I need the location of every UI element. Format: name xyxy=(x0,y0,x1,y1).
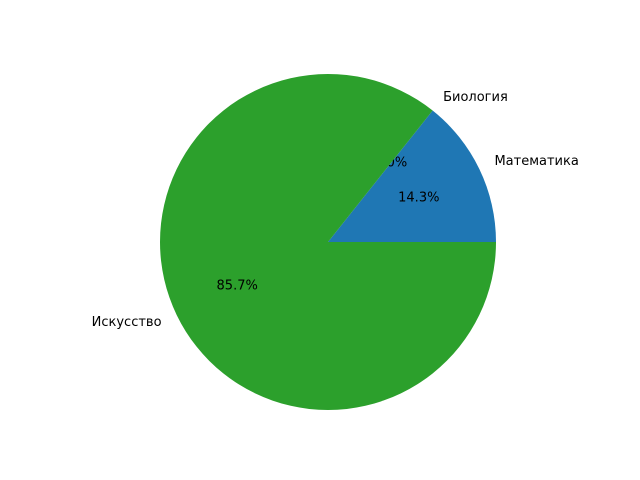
category-label-1: Математика xyxy=(494,154,578,169)
percent-label-1: 14.3% xyxy=(398,191,439,206)
category-label-3: Искусство xyxy=(92,315,162,330)
category-label-2: Биология xyxy=(443,90,508,105)
pie-slice-1 xyxy=(328,110,496,242)
percent-label-3: 85.7% xyxy=(217,278,258,293)
pie-slice-3 xyxy=(160,73,496,411)
